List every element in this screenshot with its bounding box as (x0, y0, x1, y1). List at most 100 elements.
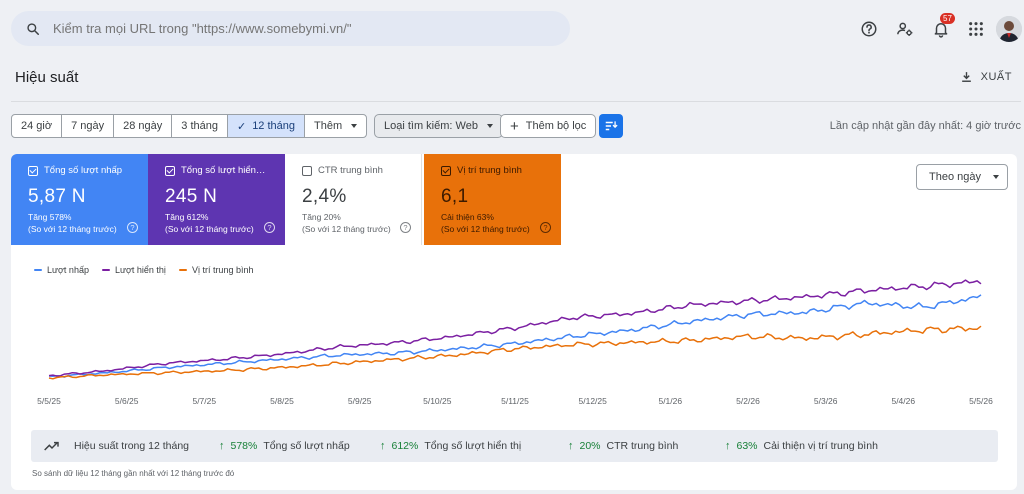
metric-average-position[interactable]: Vị trí trung bình 6,1 Cải thiện 63% (So … (424, 154, 561, 245)
range-28d[interactable]: 28 ngày (114, 115, 173, 137)
summary-stat-ctr: ↑ 20% CTR trung bình (568, 440, 679, 452)
x-tick-label: 5/5/25 (37, 396, 61, 406)
x-tick-label: 5/9/25 (348, 396, 372, 406)
arrow-up-icon: ↑ (219, 440, 225, 452)
summary-stat-position: ↑ 63% Cải thiện vị trí trung bình (725, 440, 878, 452)
chart-legend: Lượt nhấp Lượt hiển thị Vị trí trung bìn… (34, 265, 266, 275)
help-icon[interactable]: ? (400, 222, 411, 233)
arrow-up-icon: ↑ (380, 440, 386, 452)
performance-card: Tổng số lượt nhấp 5,87 N Tăng 578% (So v… (11, 154, 1017, 490)
caret-down-icon (992, 175, 999, 179)
checkbox-icon (165, 165, 175, 176)
range-12m[interactable]: ✓ 12 tháng (227, 115, 306, 137)
range-more-label: Thêm (314, 120, 343, 132)
legend-clicks: Lượt nhấp (34, 265, 89, 275)
add-filter-button[interactable]: + Thêm bộ lọc (500, 114, 597, 138)
search-icon (27, 22, 40, 35)
metric-change: Tăng 20% (302, 212, 341, 222)
summary-stat-clicks: ↑ 578% Tổng số lượt nhấp (219, 440, 350, 452)
metric-compare: (So với 12 tháng trước) (165, 224, 254, 234)
arrow-up-icon: ↑ (568, 440, 574, 452)
performance-line-chart[interactable]: 5/5/25 5/6/25 5/7/25 5/8/25 5/9/25 5/10/25 5/1… (11, 272, 1017, 412)
check-icon: ✓ (236, 120, 247, 133)
help-icon[interactable]: ? (127, 222, 138, 233)
series-line-2 (48, 325, 982, 380)
avatar[interactable] (996, 16, 1022, 42)
metric-change: Cải thiện 63% (441, 212, 494, 222)
trending-up-icon (44, 441, 59, 451)
metric-compare: (So với 12 tháng trước) (302, 224, 391, 234)
x-tick-label: 5/3/26 (814, 396, 838, 406)
date-range-selector: 24 giờ 7 ngày 28 ngày 3 tháng ✓ 12 tháng… (11, 114, 368, 138)
summary-stat-impressions: ↑ 612% Tổng số lượt hiển thị (380, 440, 522, 452)
export-button[interactable]: XUẤT (960, 70, 1012, 84)
metric-value: 6,1 (441, 186, 469, 207)
range-7d[interactable]: 7 ngày (62, 115, 115, 137)
legend-position: Vị trí trung bình (178, 265, 253, 275)
x-tick-label: 5/4/26 (891, 396, 915, 406)
help-icon[interactable] (856, 16, 882, 42)
top-bar: 57 (0, 0, 1024, 58)
summary-title: Hiệu suất trong 12 tháng (44, 440, 189, 452)
checkbox-icon (28, 165, 38, 176)
metric-total-impressions[interactable]: Tổng số lượt hiển… 245 N Tăng 612% (So v… (148, 154, 285, 245)
summary-footnote: So sánh dữ liệu 12 tháng gần nhất với 12… (32, 469, 235, 478)
metric-compare: (So với 12 tháng trước) (441, 224, 530, 234)
range-more-dropdown[interactable]: Thêm (305, 115, 366, 137)
x-tick-label: 5/8/25 (270, 396, 294, 406)
filter-settings-button[interactable] (599, 114, 623, 138)
manage-users-icon[interactable] (892, 16, 918, 42)
header-divider (11, 101, 1021, 102)
last-updated-text: Lần cập nhật gần đây nhất: 4 giờ trước (829, 120, 1021, 132)
granularity-dropdown[interactable]: Theo ngày (916, 164, 1008, 190)
series-line-0 (48, 294, 982, 378)
search-input[interactable] (53, 21, 533, 36)
add-filter-label: Thêm bộ lọc (525, 120, 587, 132)
plus-icon: + (510, 117, 519, 135)
range-24h[interactable]: 24 giờ (12, 115, 63, 137)
metric-label: Tổng số lượt hiển… (181, 165, 266, 176)
x-tick-label: 5/1/26 (658, 396, 682, 406)
metric-label: Vị trí trung bình (457, 165, 522, 176)
range-12m-label: 12 tháng (252, 120, 296, 132)
caret-down-icon (486, 124, 493, 128)
metric-value: 245 N (165, 186, 218, 207)
summary-bar: Hiệu suất trong 12 tháng ↑ 578% Tổng số lư… (31, 430, 998, 462)
notification-badge: 57 (940, 13, 955, 24)
checkbox-icon (441, 165, 451, 176)
url-inspect-search[interactable] (11, 11, 570, 46)
help-icon[interactable]: ? (540, 222, 551, 233)
metric-change: Tăng 612% (165, 212, 209, 222)
granularity-label: Theo ngày (929, 171, 981, 183)
arrow-up-icon: ↑ (725, 440, 731, 452)
search-type-label: Loại tìm kiếm: Web (384, 120, 478, 132)
metric-label: Tổng số lượt nhấp (44, 165, 123, 176)
download-icon (961, 72, 971, 82)
x-tick-label: 5/10/25 (423, 396, 452, 406)
help-icon[interactable]: ? (264, 222, 275, 233)
x-tick-label: 5/11/25 (501, 396, 529, 406)
export-label: XUẤT (980, 71, 1012, 83)
x-tick-label: 5/2/26 (736, 396, 760, 406)
caret-down-icon (351, 124, 358, 128)
checkbox-icon (302, 165, 312, 176)
metric-value: 2,4% (302, 186, 347, 207)
apps-grid-icon[interactable] (963, 16, 989, 42)
metric-compare: (So với 12 tháng trước) (28, 224, 117, 234)
legend-impressions: Lượt hiển thị (101, 265, 166, 275)
filter-list-icon (605, 121, 618, 131)
metric-label: CTR trung bình (318, 165, 383, 176)
metric-average-ctr[interactable]: CTR trung bình 2,4% Tăng 20% (So với 12 … (285, 154, 422, 245)
x-tick-label: 5/12/25 (579, 396, 608, 406)
metric-total-clicks[interactable]: Tổng số lượt nhấp 5,87 N Tăng 578% (So v… (11, 154, 148, 245)
metric-change: Tăng 578% (28, 212, 72, 222)
series-line-1 (48, 279, 982, 377)
notifications-icon[interactable]: 57 (928, 13, 955, 42)
page-title: Hiệu suất (15, 69, 79, 86)
x-tick-label: 5/6/25 (115, 396, 139, 406)
range-3m[interactable]: 3 tháng (172, 115, 228, 137)
search-type-dropdown[interactable]: Loại tìm kiếm: Web (374, 114, 503, 138)
x-tick-label: 5/7/25 (192, 396, 216, 406)
x-tick-label: 5/5/26 (969, 396, 993, 406)
metric-value: 5,87 N (28, 186, 86, 207)
